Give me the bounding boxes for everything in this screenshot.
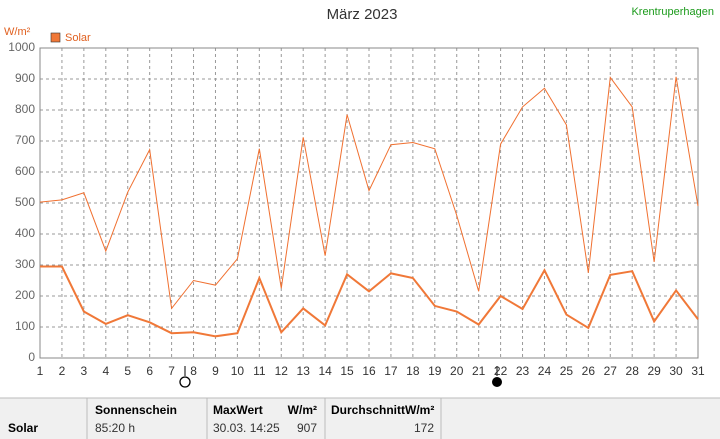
- footer-unit: W/m²: [288, 403, 317, 417]
- x-tick-label: 13: [297, 364, 311, 378]
- x-tick-label: 11: [253, 364, 266, 378]
- footer-value: 30.03. 14:25: [213, 421, 280, 435]
- x-tick-label: 2: [59, 364, 66, 378]
- x-tick-label: 12: [275, 364, 289, 378]
- x-tick-label: 14: [318, 364, 332, 378]
- footer-title: MaxWert: [213, 403, 263, 417]
- series-line: [39, 76, 699, 310]
- plot-frame: [39, 47, 699, 359]
- x-tick-label: 27: [604, 364, 618, 378]
- y-tick-label: 800: [15, 102, 35, 116]
- y-tick-label: 300: [15, 257, 35, 271]
- x-tick-label: 1: [37, 364, 44, 378]
- x-tick-label: 24: [538, 364, 552, 378]
- x-tick-label: 10: [231, 364, 245, 378]
- x-tick-label: 28: [626, 364, 640, 378]
- x-tick-label: 25: [560, 364, 574, 378]
- x-tick-label: 15: [340, 364, 354, 378]
- x-tick-label: 30: [669, 364, 683, 378]
- y-tick-label: 600: [15, 164, 35, 178]
- y-tick-label: 700: [15, 133, 35, 147]
- x-tick-label: 29: [647, 364, 661, 378]
- x-tick-label: 17: [384, 364, 398, 378]
- full-moon: [179, 376, 191, 388]
- new-moon: [492, 377, 502, 387]
- x-tick-label: 3: [81, 364, 88, 378]
- y-tick-label: 1000: [8, 40, 35, 54]
- x-tick-label: 20: [450, 364, 464, 378]
- x-tick-label: 22: [494, 364, 508, 378]
- footer-label: Solar: [8, 421, 38, 435]
- footer-title: Sonnenschein: [95, 403, 177, 417]
- legend-swatch: [50, 32, 61, 43]
- x-tick-label: 8: [190, 364, 197, 378]
- x-tick-label: 21: [472, 364, 486, 378]
- footer-value: 172: [414, 421, 434, 435]
- y-unit: W/m²: [4, 26, 31, 38]
- x-tick-label: 31: [691, 364, 705, 378]
- y-tick-label: 500: [15, 195, 35, 209]
- x-tick-label: 16: [362, 364, 376, 378]
- footer-bg: [0, 398, 720, 439]
- x-tick-label: 23: [516, 364, 530, 378]
- x-tick-label: 19: [428, 364, 442, 378]
- station: Krentruperhagen: [631, 6, 714, 18]
- x-tick-label: 9: [212, 364, 219, 378]
- x-tick-label: 7: [168, 364, 175, 378]
- x-tick-label: 6: [146, 364, 153, 378]
- chart-title: März 2023: [327, 6, 398, 23]
- y-tick-label: 100: [15, 319, 35, 333]
- x-tick-label: 4: [102, 364, 109, 378]
- x-tick-label: 5: [124, 364, 131, 378]
- y-tick-label: 400: [15, 226, 35, 240]
- legend-label: Solar: [65, 32, 91, 44]
- footer-value: 907: [297, 421, 317, 435]
- x-tick-label: 26: [582, 364, 596, 378]
- footer-title: DurchschnittW/m²: [331, 403, 434, 417]
- y-tick-label: 0: [28, 350, 35, 364]
- legend: Solar: [50, 32, 91, 44]
- y-tick-label: 200: [15, 288, 35, 302]
- series-line: [40, 265, 699, 338]
- y-tick-label: 900: [15, 71, 35, 85]
- footer-value: 85:20 h: [95, 421, 135, 435]
- x-tick-label: 18: [406, 364, 420, 378]
